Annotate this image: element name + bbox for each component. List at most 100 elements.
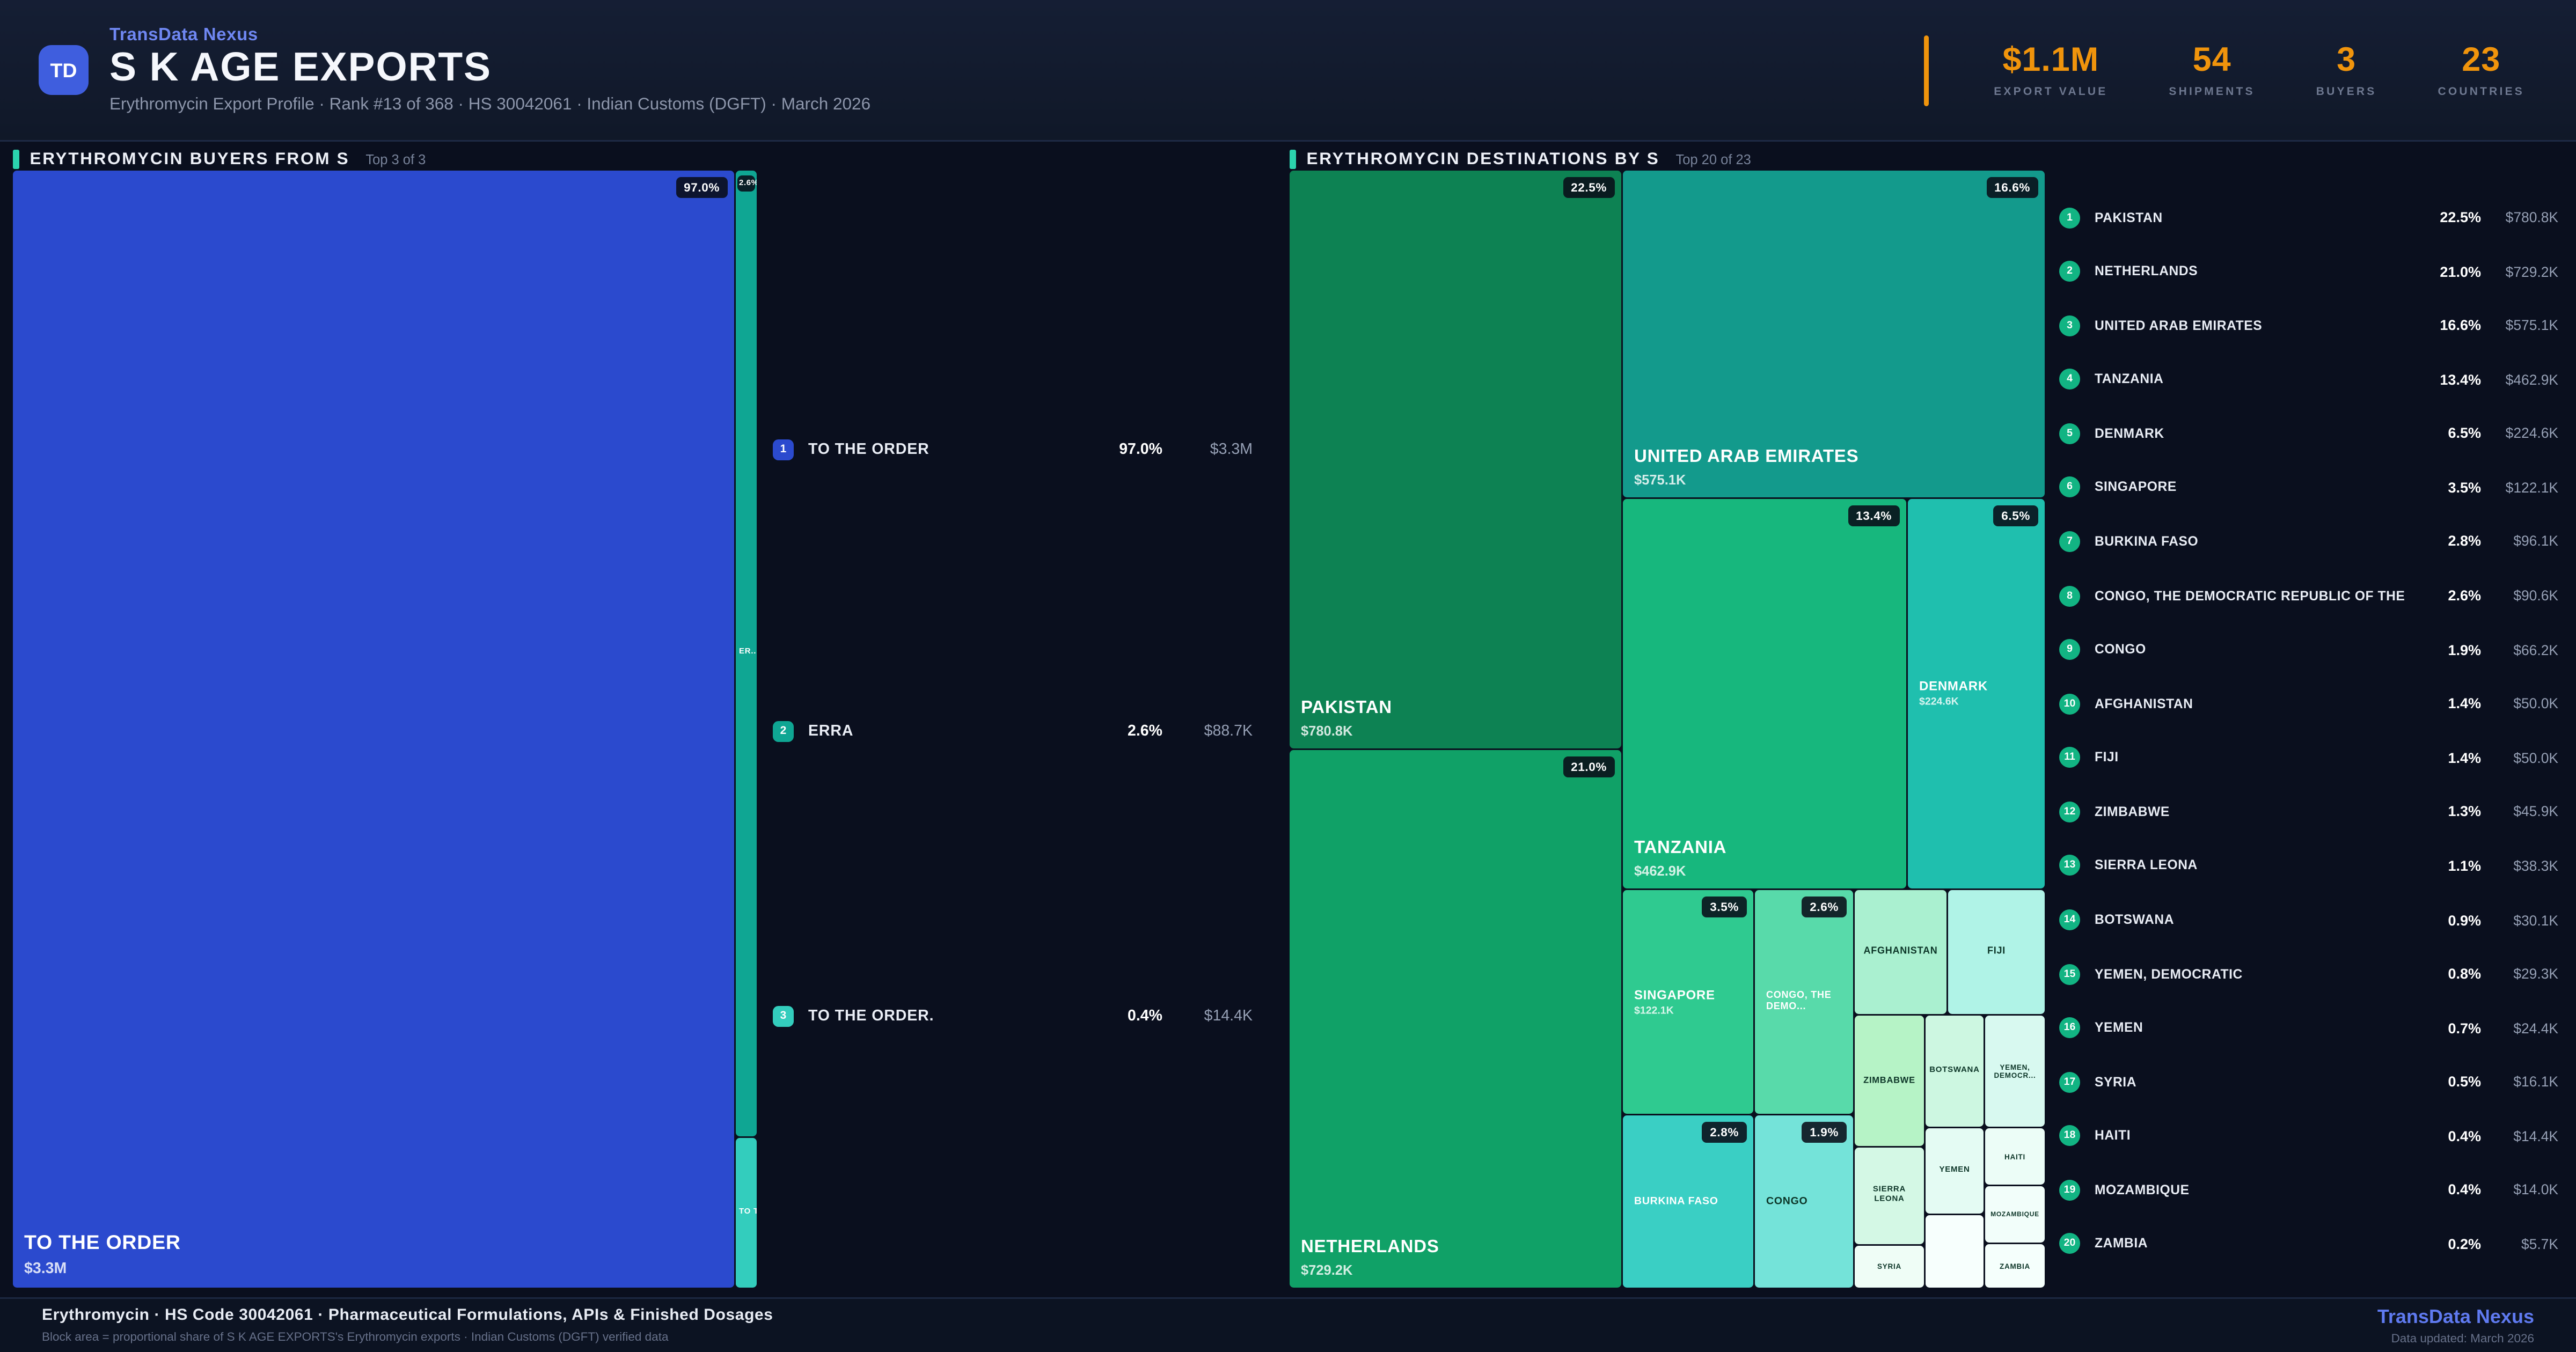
destination-row[interactable]: 8 CONGO, THE DEMOCRATIC REPUBLIC OF THE …: [2059, 584, 2558, 607]
share-badge: 6.5%: [1993, 505, 2038, 526]
treemap-block-botswana[interactable]: BOTSWANA: [1926, 1016, 1984, 1127]
treemap-block-denmark[interactable]: 6.5% DENMARK $224.6K: [1908, 499, 2045, 888]
treemap-block-to-the-order[interactable]: 97.0% TO THE ORDER $3.3M: [13, 171, 734, 1288]
country-name: BOTSWANA: [2095, 913, 2175, 928]
destination-row[interactable]: 9 CONGO 1.9% $66.2K: [2059, 638, 2558, 661]
page-subtitle: Erythromycin Export Profile · Rank #13 o…: [109, 95, 871, 114]
destination-row[interactable]: 20 ZAMBIA 0.2% $5.7K: [2059, 1233, 2558, 1255]
treemap-block-yemen-democratic[interactable]: YEMEN, DEMOCR...: [1985, 1016, 2045, 1127]
stat-buyers: 3 BUYERS: [2316, 42, 2377, 98]
destination-row[interactable]: 19 MOZAMBIQUE 0.4% $14.0K: [2059, 1179, 2558, 1201]
export-value: $14.0K: [2513, 1182, 2558, 1199]
stat-label: EXPORT VALUE: [1994, 87, 2108, 98]
treemap-block-haiti[interactable]: HAITI: [1985, 1128, 2045, 1185]
block-label: BURKINA FASO: [1634, 1195, 1718, 1207]
country-name: AFGHANISTAN: [2095, 696, 2193, 711]
stat-label: BUYERS: [2316, 87, 2377, 98]
rank-badge: 11: [2059, 747, 2080, 768]
country-name: DENMARK: [2095, 426, 2164, 441]
destination-row[interactable]: 11 FIJI 1.4% $50.0K: [2059, 746, 2558, 769]
country-name: UNITED ARAB EMIRATES: [2095, 318, 2263, 333]
share-badge: 22.5%: [1563, 177, 1615, 198]
destination-row[interactable]: 6 SINGAPORE 3.5% $122.1K: [2059, 476, 2558, 499]
rank-badge: 5: [2059, 423, 2080, 444]
rank-badge: 4: [2059, 369, 2080, 390]
rank-badge: 10: [2059, 693, 2080, 715]
block-label: CONGO, THE DEMO...: [1766, 990, 1832, 1012]
export-value: $45.9K: [2513, 804, 2558, 820]
destination-row[interactable]: 1 PAKISTAN 22.5% $780.8K: [2059, 206, 2558, 229]
country-name: SYRIA: [2095, 1075, 2137, 1090]
treemap-block-erra[interactable]: 2.6% ER...: [736, 171, 757, 1136]
block-label: PAKISTAN $780.8K: [1301, 699, 1392, 739]
destinations-treemap: 22.5% PAKISTAN $780.8K 21.0% NETHERLANDS…: [1290, 171, 2045, 1288]
buyer-row[interactable]: 2 ERRA 2.6% $88.7K: [773, 718, 1253, 744]
buyer-row[interactable]: 3 TO THE ORDER. 0.4% $14.4K: [773, 1003, 1253, 1028]
treemap-block-singapore[interactable]: 3.5% SINGAPORE $122.1K: [1623, 890, 1753, 1114]
treemap-block-afghanistan[interactable]: AFGHANISTAN: [1855, 890, 1946, 1014]
treemap-block-zambia[interactable]: ZAMBIA: [1985, 1244, 2045, 1288]
destinations-panel-range: Top 20 of 23: [1675, 150, 1751, 167]
destination-row[interactable]: 7 BURKINA FASO 2.8% $96.1K: [2059, 530, 2558, 553]
rank-badge: 13: [2059, 855, 2080, 877]
stat-shipments: 54 SHIPMENTS: [2169, 42, 2255, 98]
treemap-block-fiji[interactable]: FIJI: [1948, 890, 2045, 1014]
rank-badge: 12: [2059, 801, 2080, 822]
block-label: SYRIA: [1877, 1262, 1901, 1271]
destination-row[interactable]: 12 ZIMBABWE 1.3% $45.9K: [2059, 800, 2558, 823]
block-label: CONGO: [1766, 1195, 1808, 1207]
app-footer: Erythromycin · HS Code 30042061 · Pharma…: [0, 1297, 2576, 1352]
destination-row[interactable]: 16 YEMEN 0.7% $24.4K: [2059, 1017, 2558, 1039]
export-value: $729.2K: [2505, 263, 2558, 280]
export-value: $88.7K: [1204, 722, 1253, 740]
buyers-legend: 1 TO THE ORDER 97.0% $3.3M 2 ERRA 2.6% $…: [773, 171, 1253, 1288]
share-badge: 13.4%: [1848, 505, 1900, 526]
treemap-block-mozambique[interactable]: MOZAMBIQUE: [1985, 1186, 2045, 1243]
treemap-block-united-arab-emirates[interactable]: 16.6% UNITED ARAB EMIRATES $575.1K: [1623, 171, 2045, 497]
destination-row[interactable]: 2 NETHERLANDS 21.0% $729.2K: [2059, 260, 2558, 283]
destination-row[interactable]: 18 HAITI 0.4% $14.4K: [2059, 1125, 2558, 1147]
export-value: $3.3M: [1210, 440, 1253, 458]
rank-badge: 20: [2059, 1233, 2080, 1255]
treemap-block-zimbabwe[interactable]: ZIMBABWE: [1855, 1016, 1924, 1146]
treemap-block-burkina-faso[interactable]: 2.8% BURKINA FASO: [1623, 1115, 1753, 1288]
share-percent: 0.8%: [2448, 966, 2481, 982]
destination-row[interactable]: 5 DENMARK 6.5% $224.6K: [2059, 422, 2558, 445]
block-label: YEMEN, DEMOCR...: [1994, 1062, 2036, 1079]
export-value: $224.6K: [2505, 425, 2558, 442]
treemap-block-sierra-leona[interactable]: SIERRA LEONA: [1855, 1148, 1924, 1244]
treemap-block-to-the-order-2[interactable]: TO TH...: [736, 1138, 757, 1288]
destination-row[interactable]: 10 AFGHANISTAN 1.4% $50.0K: [2059, 693, 2558, 715]
destination-row[interactable]: 15 YEMEN, DEMOCRATIC 0.8% $29.3K: [2059, 962, 2558, 985]
treemap-block-congo[interactable]: 1.9% CONGO: [1755, 1115, 1853, 1288]
treemap-block-netherlands[interactable]: 21.0% NETHERLANDS $729.2K: [1290, 750, 1621, 1288]
export-value: $29.3K: [2513, 966, 2558, 982]
share-badge: 2.6%: [1802, 897, 1847, 917]
buyer-name: ERRA: [808, 722, 854, 740]
buyer-row[interactable]: 1 TO THE ORDER 97.0% $3.3M: [773, 436, 1253, 462]
rank-badge: 6: [2059, 477, 2080, 498]
export-value: $14.4K: [2513, 1128, 2558, 1144]
buyer-name: TO THE ORDER: [808, 440, 930, 458]
rank-badge: 7: [2059, 531, 2080, 552]
rank-badge: 14: [2059, 909, 2080, 931]
country-name: TANZANIA: [2095, 372, 2164, 387]
brand-name: TransData Nexus: [109, 26, 258, 45]
country-name: CONGO, THE DEMOCRATIC REPUBLIC OF THE: [2095, 588, 2405, 603]
treemap-block-yemen[interactable]: YEMEN: [1926, 1128, 1984, 1214]
block-label: YEMEN: [1939, 1164, 1970, 1174]
destination-row[interactable]: 14 BOTSWANA 0.9% $30.1K: [2059, 909, 2558, 931]
treemap-block-other[interactable]: [1926, 1215, 1984, 1288]
share-badge: 16.6%: [1986, 177, 2038, 198]
treemap-block-congo-democratic-republic[interactable]: 2.6% CONGO, THE DEMO...: [1755, 890, 1853, 1114]
destination-row[interactable]: 13 SIERRA LEONA 1.1% $38.3K: [2059, 855, 2558, 877]
destination-row[interactable]: 4 TANZANIA 13.4% $462.9K: [2059, 368, 2558, 391]
app-logo: TD: [39, 45, 89, 95]
treemap-block-pakistan[interactable]: 22.5% PAKISTAN $780.8K: [1290, 171, 1621, 748]
treemap-block-syria[interactable]: SYRIA: [1855, 1246, 1924, 1288]
destination-row[interactable]: 17 SYRIA 0.5% $16.1K: [2059, 1071, 2558, 1093]
rank-badge: 15: [2059, 963, 2080, 984]
footer-product-line: Erythromycin · HS Code 30042061 · Pharma…: [42, 1307, 773, 1325]
treemap-block-tanzania[interactable]: 13.4% TANZANIA $462.9K: [1623, 499, 1906, 888]
destination-row[interactable]: 3 UNITED ARAB EMIRATES 16.6% $575.1K: [2059, 314, 2558, 336]
